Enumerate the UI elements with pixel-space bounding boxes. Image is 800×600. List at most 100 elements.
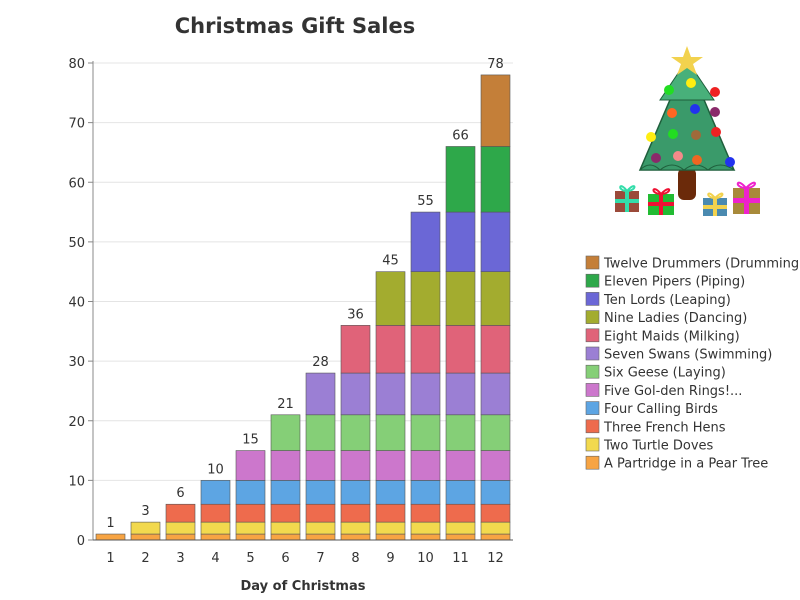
x-tick-label: 9: [386, 551, 394, 566]
x-tick-label: 11: [452, 551, 469, 566]
bar-segment: [410, 414, 441, 451]
bar-segment: [375, 414, 406, 451]
bar-segment: [305, 503, 336, 523]
legend-swatch: [585, 292, 600, 306]
x-tick-label: 8: [351, 551, 359, 566]
legend-label: Eight Maids (Milking): [604, 329, 740, 344]
legend: Twelve Drummers (Drumming) Eleven Pipers …: [585, 255, 800, 472]
bar-segment: [445, 146, 476, 213]
bar-segment: [340, 450, 371, 481]
total-label: 45: [382, 254, 399, 269]
bar-segment: [305, 450, 336, 481]
legend-label: Two Turtle Doves: [603, 439, 714, 454]
bar-segment: [410, 480, 441, 505]
bar-segment: [410, 325, 441, 374]
bar-segment: [130, 533, 161, 541]
total-label: 78: [487, 57, 504, 72]
bar-segment: [235, 480, 266, 505]
legend-swatch: [585, 310, 600, 324]
total-label: 10: [207, 462, 224, 477]
legend-swatch: [585, 419, 600, 434]
bar-segment: [340, 372, 371, 416]
bar-segment: [410, 372, 441, 416]
bar-segment: [445, 533, 476, 541]
y-tick-label: 60: [68, 176, 85, 191]
bar-segment: [375, 521, 406, 535]
x-tick-label: 5: [246, 551, 254, 566]
bar-segment: [340, 480, 371, 505]
bar-segment: [480, 414, 511, 451]
legend-label: Seven Swans (Swimming): [604, 348, 772, 363]
bars: [95, 74, 511, 541]
bar-segment: [165, 533, 196, 541]
bar-segment: [410, 521, 441, 535]
y-tick-label: 50: [68, 236, 85, 251]
y-tick-label: 30: [68, 355, 85, 370]
y-tick-label: 40: [68, 296, 85, 311]
bar-segment: [200, 521, 231, 535]
legend-swatch: [585, 255, 600, 270]
bar-segment: [445, 521, 476, 535]
bar-segment: [340, 414, 371, 451]
total-label: 6: [176, 486, 184, 501]
bar-segment: [235, 503, 266, 523]
total-label: 1: [106, 516, 114, 531]
legend-label: Twelve Drummers (Drumming): [603, 257, 800, 272]
bar-segment: [270, 521, 301, 535]
y-tick-label: 70: [68, 117, 85, 132]
bar-segment: [480, 503, 511, 523]
bar-segment: [200, 480, 231, 505]
bar-segment: [480, 74, 511, 147]
bar-segment: [445, 414, 476, 451]
x-tick-label: 12: [487, 551, 504, 566]
y-tick-label: 20: [68, 415, 85, 430]
bar-segment: [270, 533, 301, 541]
x-tick-label: 3: [176, 551, 184, 566]
bar-segment: [410, 450, 441, 481]
bar-segment: [165, 521, 196, 535]
bar-segment: [445, 480, 476, 505]
bar-segment: [235, 450, 266, 481]
legend-label: Nine Ladies (Dancing): [604, 311, 747, 326]
bar-segment: [340, 325, 371, 374]
legend-label: A Partridge in a Pear Tree: [604, 457, 768, 472]
legend-swatch: [585, 455, 600, 470]
total-label: 15: [242, 433, 259, 448]
bar-segment: [375, 372, 406, 416]
bar-segment: [305, 414, 336, 451]
legend-label: Eleven Pipers (Piping): [604, 275, 745, 290]
bar-segment: [480, 450, 511, 481]
bar-segment: [445, 503, 476, 523]
total-label: 21: [277, 397, 294, 412]
christmas-tree-with-gifts-icon: [615, 46, 760, 216]
bar-segment: [340, 503, 371, 523]
legend-label: Three French Hens: [603, 420, 726, 435]
bar-segment: [200, 503, 231, 523]
bar-segment: [445, 271, 476, 326]
bar-segment: [445, 450, 476, 481]
bar-segment: [480, 211, 511, 272]
bar-segment: [480, 521, 511, 535]
bar-segment: [305, 372, 336, 416]
legend-swatch: [585, 364, 600, 379]
legend-label: Six Geese (Laying): [604, 366, 726, 381]
y-tick-label: 0: [77, 534, 85, 549]
legend-swatch: [585, 383, 600, 397]
bar-segment: [410, 271, 441, 326]
bar-segment: [305, 521, 336, 535]
bar-segment: [305, 480, 336, 505]
bar-segment: [480, 325, 511, 374]
bar-segment: [410, 503, 441, 523]
bar-segment: [480, 372, 511, 416]
bar-segment: [410, 211, 441, 272]
legend-label: Five Gol-den Rings!...: [604, 384, 742, 399]
bar-segment: [270, 450, 301, 481]
bar-segment: [375, 533, 406, 541]
bar-segment: [480, 146, 511, 213]
total-label: 28: [312, 355, 329, 370]
x-tick-label: 2: [141, 551, 149, 566]
legend-swatch: [585, 401, 600, 415]
total-label: 3: [141, 504, 149, 519]
